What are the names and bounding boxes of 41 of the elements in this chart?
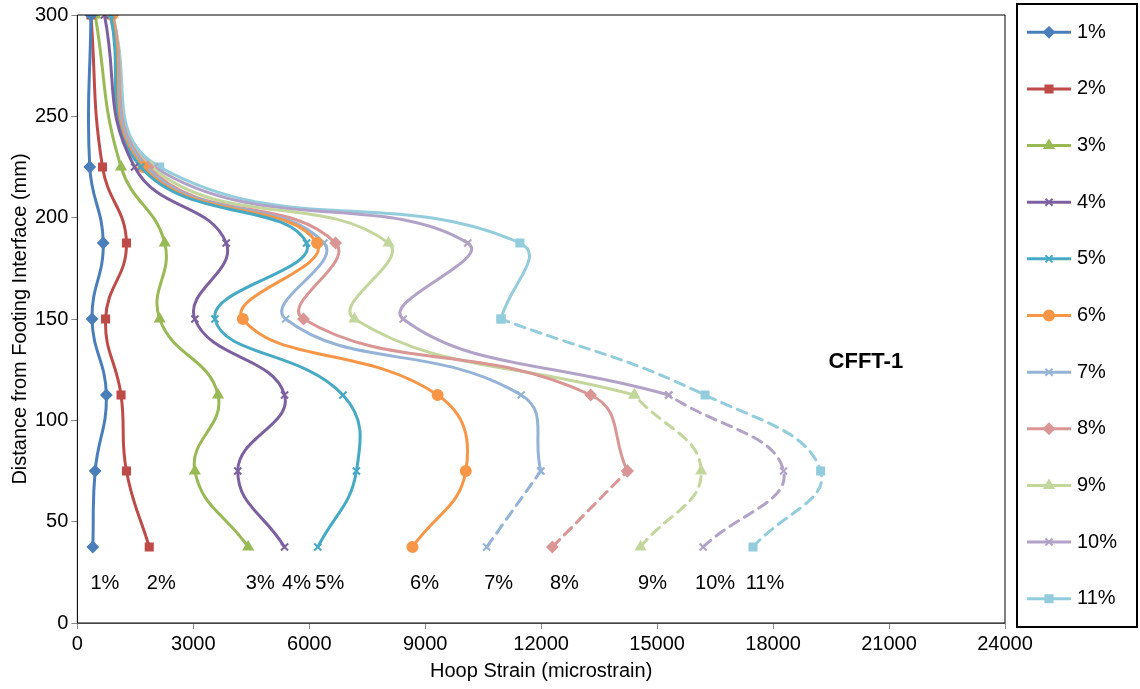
legend-label: 4% (1077, 189, 1107, 212)
annotation: 1% (90, 570, 120, 593)
legend-label: 3% (1077, 133, 1107, 156)
legend-label: 10% (1077, 529, 1118, 552)
y-tick-label: 0 (57, 610, 69, 633)
legend-label: 7% (1077, 359, 1107, 382)
annotation: 4% (282, 570, 312, 593)
x-tick-label: 24000 (977, 631, 1033, 654)
x-tick-label: 15000 (629, 631, 685, 654)
y-tick-label: 150 (34, 306, 69, 329)
legend-label: 5% (1077, 246, 1107, 269)
x-tick-label: 21000 (861, 631, 917, 654)
legend-label: 9% (1077, 472, 1107, 495)
legend-label: 6% (1077, 303, 1107, 326)
x-tick-label: 0 (71, 631, 83, 654)
x-tick-label: 12000 (513, 631, 569, 654)
y-axis-title: Distance from Footing Interface (mm) (7, 153, 30, 485)
annotation: 5% (315, 570, 345, 593)
annotation: 6% (410, 570, 440, 593)
x-tick-label: 9000 (402, 631, 448, 654)
annotation: 2% (146, 570, 176, 593)
legend-label: 8% (1077, 416, 1107, 439)
y-tick-label: 100 (34, 407, 69, 430)
x-tick-label: 3000 (171, 631, 216, 654)
legend-label: 11% (1077, 586, 1116, 609)
y-tick-label: 50 (46, 509, 69, 532)
x-axis-title: Hoop Strain (microstrain) (430, 658, 653, 681)
annotation: 11% (745, 570, 785, 593)
x-tick-label: 6000 (287, 631, 332, 654)
y-tick-label: 300 (34, 2, 69, 25)
annotation: CFFT-1 (828, 347, 904, 373)
legend-label: 1% (1077, 19, 1107, 42)
x-tick-label: 18000 (745, 631, 801, 654)
annotation: 9% (638, 570, 668, 593)
annotation: 10% (695, 570, 736, 593)
y-tick-label: 200 (34, 205, 69, 228)
legend-label: 2% (1077, 76, 1107, 99)
annotation: 7% (484, 570, 514, 593)
annotation: 3% (245, 570, 275, 593)
annotation: 8% (549, 570, 580, 593)
y-tick-label: 250 (34, 103, 69, 126)
